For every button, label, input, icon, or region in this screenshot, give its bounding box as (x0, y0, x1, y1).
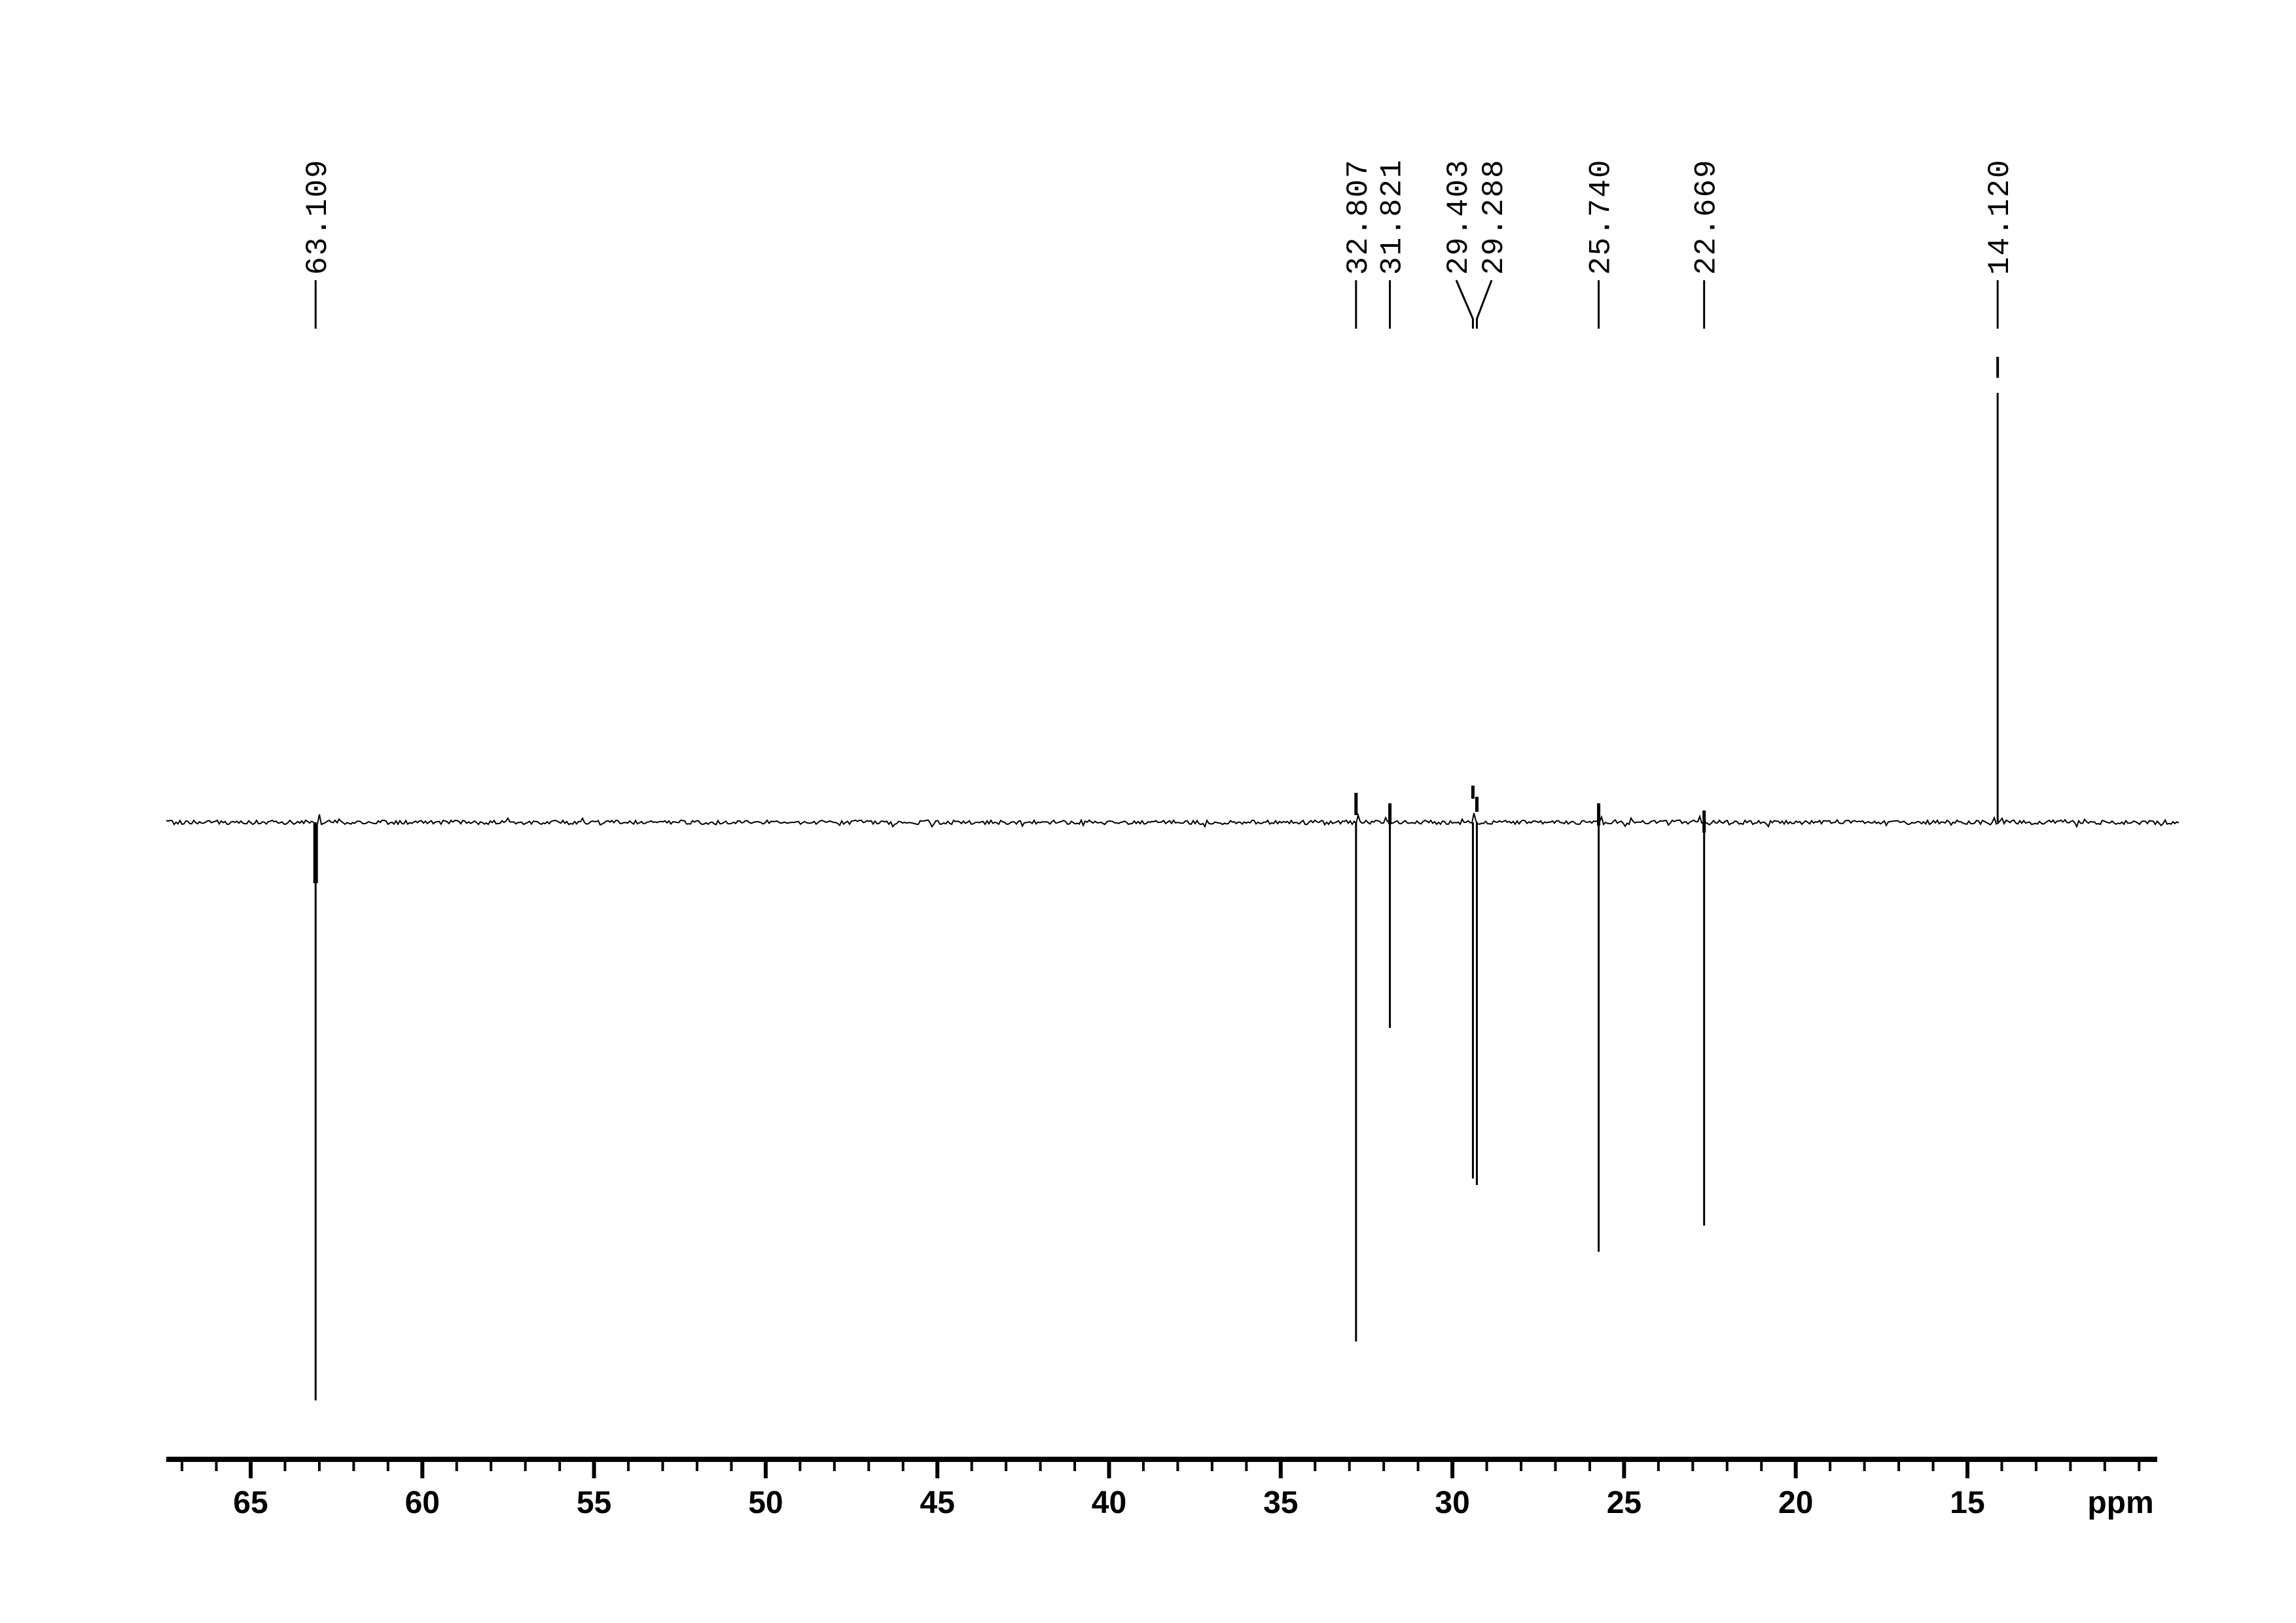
peak-label: 29.288 (1477, 158, 1511, 275)
axis-tick-label: 20 (1778, 1486, 1813, 1520)
axis-tick-label: 25 (1607, 1486, 1641, 1520)
spectrum-trace (166, 812, 2179, 829)
peak-label: 32.807 (1342, 158, 1376, 275)
peak-label: 31.821 (1376, 158, 1410, 275)
axis-tick-label: 65 (233, 1486, 268, 1520)
peak-label: 14.120 (1983, 158, 2017, 275)
peak-leader-line (1455, 280, 1474, 329)
axis-tick-label: 30 (1435, 1486, 1469, 1520)
peak-label: 25.740 (1585, 158, 1619, 275)
ppm-axis-label: ppm (2087, 1486, 2153, 1520)
axis-tick-label: 35 (1263, 1486, 1298, 1520)
peak-label: 29.403 (1442, 158, 1476, 275)
axis-tick-label: 60 (405, 1486, 440, 1520)
peak-label: 22.669 (1690, 158, 1724, 275)
axis-tick-label: 55 (577, 1486, 611, 1520)
axis-tick-label: 15 (1950, 1486, 1984, 1520)
axis-tick-label: 50 (748, 1486, 783, 1520)
peak-leader-line (1475, 280, 1493, 329)
axis-tick-label: 45 (920, 1486, 955, 1520)
axis-tick-label: 40 (1092, 1486, 1126, 1520)
peak-label: 63.109 (301, 158, 335, 275)
